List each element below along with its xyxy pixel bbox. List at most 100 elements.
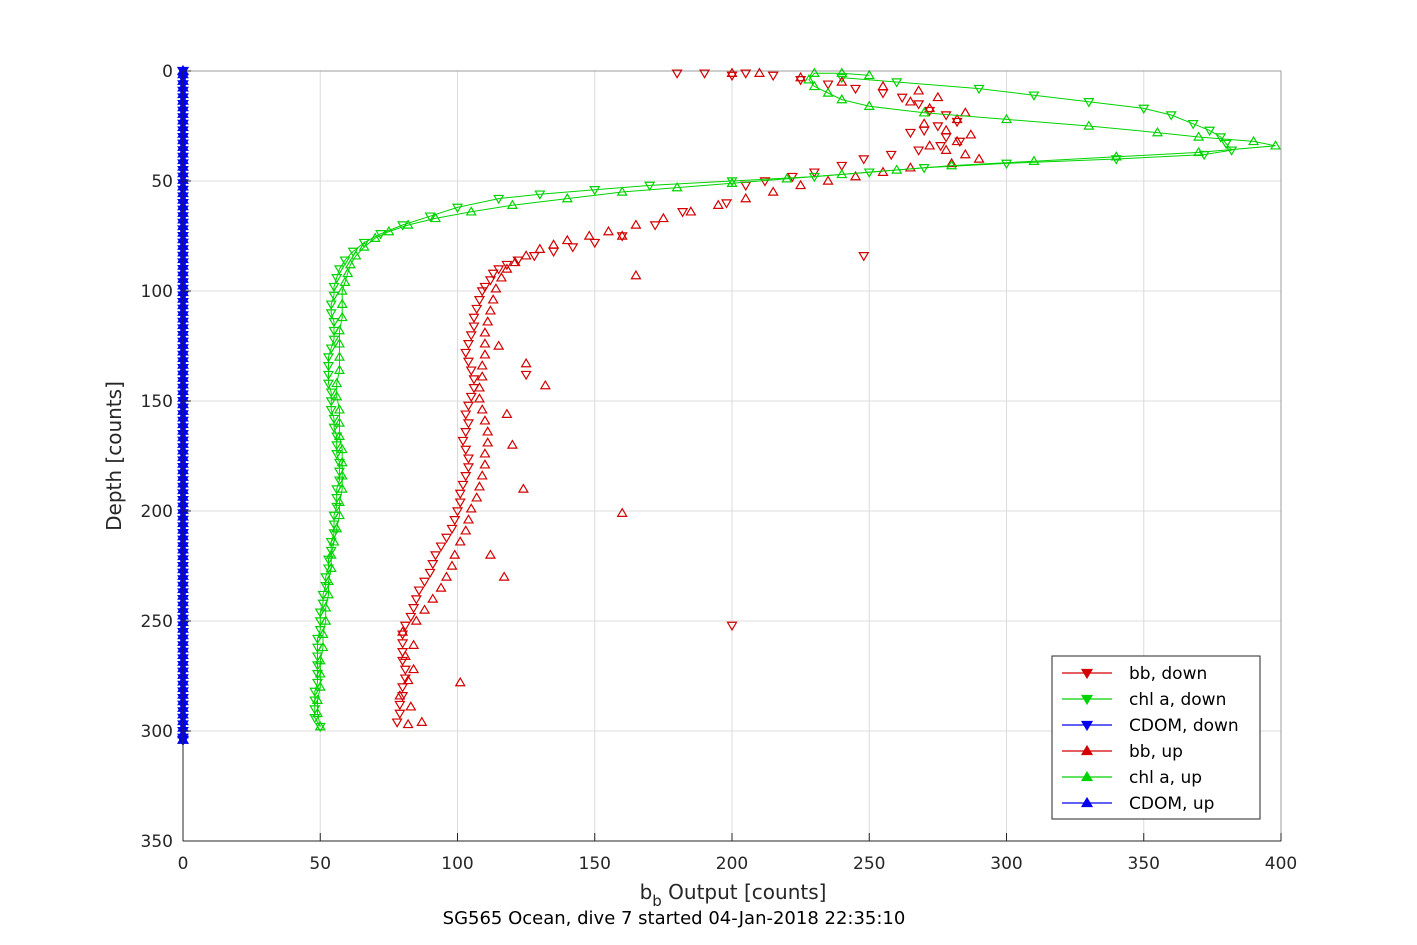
data-point bbox=[512, 256, 524, 266]
data-point bbox=[836, 161, 848, 172]
data-point bbox=[671, 181, 683, 192]
data-point bbox=[858, 252, 870, 262]
data-point bbox=[720, 199, 733, 209]
data-point bbox=[344, 258, 356, 269]
data-point bbox=[449, 516, 461, 526]
data-point bbox=[331, 450, 343, 460]
data-point bbox=[314, 720, 326, 731]
data-point bbox=[405, 612, 417, 623]
data-point bbox=[671, 69, 683, 79]
data-point bbox=[336, 470, 348, 480]
data-point bbox=[490, 283, 502, 293]
data-point bbox=[1028, 155, 1040, 165]
legend-marker bbox=[1080, 796, 1094, 808]
data-point bbox=[473, 382, 486, 392]
legend-box bbox=[1051, 655, 1261, 820]
data-point bbox=[317, 641, 329, 652]
data-point bbox=[487, 269, 499, 280]
data-point bbox=[462, 454, 475, 464]
data-point bbox=[1000, 113, 1013, 124]
data-point bbox=[331, 441, 343, 451]
data-point bbox=[1110, 151, 1122, 161]
data-point bbox=[630, 219, 642, 229]
data-point bbox=[935, 142, 947, 152]
data-point bbox=[336, 443, 348, 454]
data-point bbox=[336, 298, 348, 308]
data-point bbox=[394, 690, 406, 700]
data-point bbox=[336, 311, 348, 322]
data-point bbox=[331, 432, 343, 442]
data-point bbox=[462, 340, 475, 350]
series-bb-up bbox=[394, 67, 985, 729]
data-point bbox=[333, 509, 346, 520]
data-point bbox=[932, 122, 944, 132]
data-point bbox=[391, 718, 403, 728]
data-point bbox=[767, 71, 779, 82]
data-point bbox=[699, 69, 711, 79]
data-point bbox=[328, 291, 340, 302]
data-point bbox=[849, 84, 862, 95]
data-point bbox=[322, 575, 335, 586]
data-point bbox=[1269, 140, 1282, 150]
data-point bbox=[677, 208, 689, 218]
data-point bbox=[479, 349, 491, 359]
data-point bbox=[311, 634, 324, 645]
y-tick-label: 200 bbox=[141, 502, 173, 522]
data-point bbox=[726, 177, 738, 187]
data-point bbox=[548, 239, 560, 249]
data-point bbox=[429, 212, 442, 223]
data-point bbox=[462, 419, 475, 429]
data-point bbox=[342, 267, 354, 278]
data-point bbox=[339, 256, 351, 266]
y-tick-label: 250 bbox=[141, 612, 173, 632]
x-axis-label-sub: b bbox=[652, 892, 662, 910]
data-point bbox=[471, 492, 483, 502]
legend-marker bbox=[1080, 720, 1094, 732]
data-point bbox=[413, 586, 425, 596]
data-point bbox=[311, 707, 324, 718]
data-point bbox=[959, 148, 971, 159]
data-point bbox=[808, 67, 820, 77]
data-point bbox=[803, 74, 815, 84]
data-point bbox=[399, 674, 411, 684]
data-point bbox=[394, 709, 406, 720]
data-point bbox=[973, 84, 985, 95]
data-point bbox=[446, 524, 458, 535]
data-point bbox=[405, 701, 417, 711]
data-point bbox=[457, 480, 469, 491]
legend-marker bbox=[1080, 744, 1094, 756]
data-point bbox=[482, 316, 494, 326]
data-point bbox=[891, 78, 903, 88]
data-point bbox=[616, 186, 628, 196]
x-tick-label: 400 bbox=[1265, 854, 1297, 874]
y-tick-label: 0 bbox=[162, 62, 173, 82]
data-point bbox=[712, 199, 724, 209]
data-point bbox=[583, 230, 595, 240]
data-point bbox=[331, 274, 343, 284]
data-point bbox=[616, 507, 628, 517]
data-point bbox=[759, 177, 771, 187]
data-point bbox=[358, 238, 370, 249]
data-point bbox=[424, 568, 436, 579]
data-point bbox=[795, 179, 807, 190]
data-point bbox=[740, 192, 752, 203]
x-axis-label-main: b bbox=[640, 880, 653, 904]
data-point bbox=[314, 681, 326, 691]
data-point bbox=[476, 371, 488, 381]
data-point bbox=[1248, 135, 1260, 146]
data-point bbox=[314, 722, 326, 733]
data-point bbox=[1083, 120, 1095, 130]
data-point bbox=[951, 135, 963, 146]
data-point bbox=[781, 173, 793, 183]
data-point bbox=[322, 379, 335, 390]
data-point bbox=[528, 252, 540, 262]
data-point bbox=[476, 470, 488, 480]
data-point bbox=[320, 602, 332, 612]
data-point bbox=[465, 503, 477, 513]
data-point bbox=[904, 128, 916, 139]
data-point bbox=[322, 362, 335, 372]
data-point bbox=[424, 212, 436, 222]
data-point bbox=[328, 335, 340, 346]
data-point bbox=[419, 604, 431, 614]
data-point bbox=[454, 498, 466, 508]
